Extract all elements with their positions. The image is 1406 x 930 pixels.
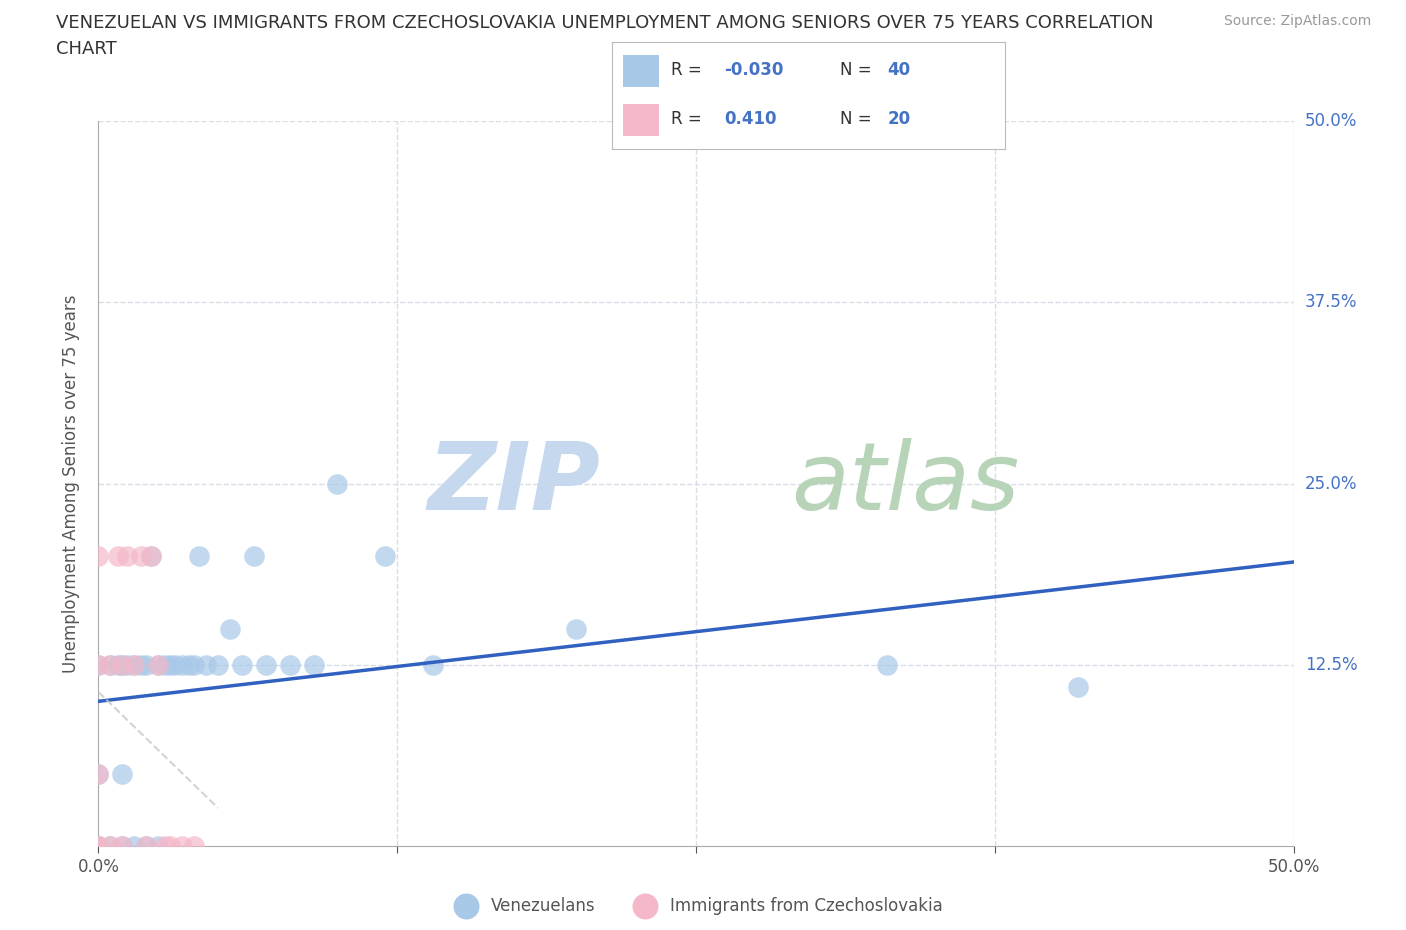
Point: [87, 839, 110, 854]
Point: [219, 621, 242, 636]
Point: [155, 658, 177, 672]
Point: [231, 658, 253, 672]
Text: 0.410: 0.410: [724, 111, 776, 128]
Point: [183, 839, 205, 854]
Text: N =: N =: [839, 111, 877, 128]
Point: [98, 839, 122, 854]
Point: [107, 658, 129, 672]
Point: [374, 549, 396, 564]
Point: [187, 549, 209, 564]
Point: [87, 549, 110, 564]
Text: 12.5%: 12.5%: [1305, 656, 1357, 674]
Point: [172, 839, 194, 854]
Text: VENEZUELAN VS IMMIGRANTS FROM CZECHOSLOVAKIA UNEMPLOYMENT AMONG SENIORS OVER 75 : VENEZUELAN VS IMMIGRANTS FROM CZECHOSLOV…: [56, 14, 1154, 32]
Text: Source: ZipAtlas.com: Source: ZipAtlas.com: [1223, 14, 1371, 28]
Point: [183, 658, 205, 672]
Point: [111, 839, 134, 854]
Point: [98, 658, 122, 672]
Point: [876, 658, 898, 672]
Point: [135, 839, 157, 854]
Point: [124, 658, 146, 672]
Bar: [623, 55, 659, 86]
Text: 37.5%: 37.5%: [1305, 293, 1357, 312]
Text: ZIP: ZIP: [427, 438, 600, 529]
Point: [131, 658, 153, 672]
Point: [115, 658, 138, 672]
Point: [243, 549, 266, 564]
Point: [302, 658, 325, 672]
Point: [207, 658, 229, 672]
Point: [1067, 679, 1090, 694]
Point: [98, 658, 122, 672]
Point: [278, 658, 301, 672]
Text: R =: R =: [671, 111, 707, 128]
Point: [107, 549, 129, 564]
Text: 40: 40: [887, 61, 910, 79]
Point: [87, 839, 110, 854]
Point: [194, 658, 217, 672]
Point: [155, 839, 177, 854]
Point: [565, 621, 588, 636]
Point: [254, 658, 277, 672]
Point: [111, 766, 134, 781]
Point: [87, 839, 110, 854]
Point: [148, 658, 170, 672]
Legend: Venezuelans, Immigrants from Czechoslovakia: Venezuelans, Immigrants from Czechoslova…: [443, 890, 949, 922]
Point: [148, 658, 170, 672]
Point: [135, 839, 157, 854]
Point: [326, 476, 349, 491]
Point: [422, 658, 444, 672]
Point: [111, 839, 134, 854]
Y-axis label: Unemployment Among Seniors over 75 years: Unemployment Among Seniors over 75 years: [62, 295, 80, 672]
Point: [87, 658, 110, 672]
Point: [148, 839, 170, 854]
Text: N =: N =: [839, 61, 877, 79]
Point: [87, 658, 110, 672]
Text: 50.0%: 50.0%: [1305, 112, 1357, 130]
Text: 25.0%: 25.0%: [1305, 474, 1357, 493]
Text: atlas: atlas: [792, 438, 1019, 529]
Bar: [623, 104, 659, 136]
Point: [87, 766, 110, 781]
Point: [98, 839, 122, 854]
Text: CHART: CHART: [56, 40, 117, 58]
Text: 20: 20: [887, 111, 910, 128]
Point: [172, 658, 194, 672]
Point: [87, 766, 110, 781]
Point: [124, 839, 146, 854]
Point: [131, 549, 153, 564]
Point: [111, 658, 134, 672]
Text: -0.030: -0.030: [724, 61, 783, 79]
Point: [159, 839, 181, 854]
Point: [135, 658, 157, 672]
Point: [179, 658, 201, 672]
Point: [139, 549, 162, 564]
Point: [139, 549, 162, 564]
Point: [163, 658, 186, 672]
Point: [124, 658, 146, 672]
Text: R =: R =: [671, 61, 707, 79]
Point: [111, 658, 134, 672]
Point: [87, 839, 110, 854]
Point: [159, 658, 181, 672]
Point: [115, 549, 138, 564]
